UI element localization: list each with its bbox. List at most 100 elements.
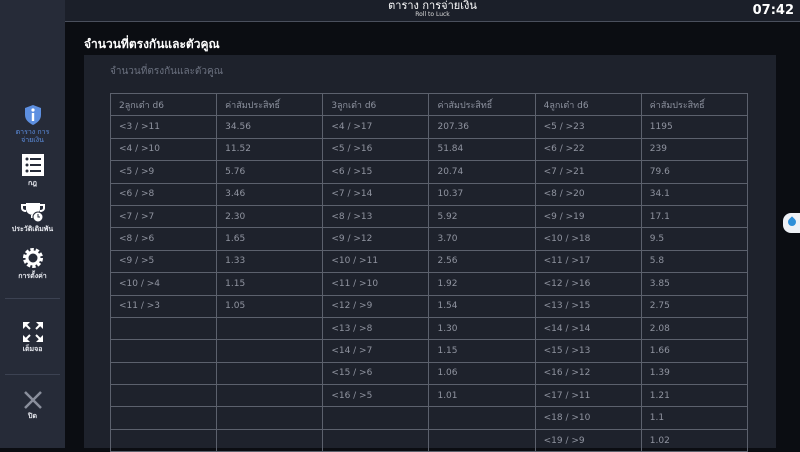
sidebar-item-fullscreen[interactable]: เต็มจอ (0, 322, 65, 355)
table-row: <14 / >7 1.15 <15 / >13 1.66 (109, 339, 749, 363)
table-cell (216, 361, 324, 386)
table-cell: <7 / >7 (109, 204, 218, 229)
table-cell (109, 316, 218, 341)
sidebar: ตาราง การจ่ายเงิน กฎ ประวัติเดิมพัน การต… (0, 0, 65, 448)
paytable-panel: จำนวนที่ตรงกันและตัวคูณ 2ลูกเต๋า d6 ค่าสั… (84, 55, 776, 452)
info-shield-icon (24, 105, 41, 125)
sidebar-item-paytable[interactable]: ตาราง การจ่ายเงิน (0, 104, 65, 144)
table-cell (216, 316, 324, 341)
table-cell: 20.74 (428, 160, 536, 184)
table-cell: <7 / >14 (322, 182, 430, 206)
column-header: ค่าสัมประสิทธิ์ (428, 92, 536, 117)
table-cell: <15 / >13 (534, 339, 642, 363)
table-row: <8 / >6 1.65 <9 / >12 3.70 <10 / >18 9.5 (109, 227, 749, 251)
table-cell: <15 / >6 (322, 361, 430, 386)
table-cell: 1.01 (428, 384, 536, 408)
sidebar-item-settings[interactable]: การตั้งค่า (0, 247, 65, 282)
table-cell: <5 / >9 (109, 160, 218, 184)
table-cell (109, 361, 218, 386)
table-cell: 207.36 (428, 115, 536, 139)
column-header: 4ลูกเต๋า d6 (534, 92, 642, 117)
table-cell: 34.1 (640, 182, 749, 206)
fullscreen-icon (22, 322, 43, 342)
table-cell: 11.52 (216, 137, 324, 162)
table-cell: 239 (640, 137, 749, 162)
table-cell: <9 / >12 (322, 227, 430, 251)
table-cell: 2.75 (640, 294, 749, 318)
table-cell: <13 / >15 (534, 294, 642, 318)
table-cell: 3.70 (428, 227, 536, 251)
sidebar-item-label: ตาราง การจ่ายเงิน (15, 128, 50, 144)
table-cell: 1.06 (428, 361, 536, 386)
column-header: ค่าสัมประสิทธิ์ (216, 92, 324, 117)
table-cell: 9.5 (640, 227, 749, 251)
table-cell (109, 428, 218, 452)
table-cell: 1195 (640, 115, 749, 139)
column-header: 2ลูกเต๋า d6 (109, 92, 218, 117)
sidebar-item-label: ประวัติเดิมพัน (11, 225, 54, 233)
table-cell: <12 / >9 (322, 294, 430, 318)
list-icon (21, 154, 44, 176)
table-cell: <14 / >14 (534, 316, 642, 341)
sidebar-item-rules[interactable]: กฎ (0, 154, 65, 189)
table-cell: <9 / >19 (534, 204, 642, 229)
table-cell: <5 / >23 (534, 115, 642, 139)
column-header: ค่าสัมประสิทธิ์ (640, 92, 749, 117)
trophy-clock-icon (20, 203, 45, 222)
table-cell: 1.65 (216, 227, 324, 251)
table-row: <11 / >3 1.05 <12 / >9 1.54 <13 / >15 2.75 (109, 294, 749, 318)
table-cell (216, 428, 324, 452)
sidebar-item-close[interactable]: ปิด (0, 391, 65, 422)
table-cell: <10 / >18 (534, 227, 642, 251)
table-cell: <10 / >4 (109, 272, 218, 296)
table-cell: 3.85 (640, 272, 749, 296)
table-cell: 1.15 (428, 339, 536, 363)
table-cell: 34.56 (216, 115, 324, 139)
table-cell: <4 / >17 (322, 115, 430, 139)
table-cell (322, 406, 430, 430)
table-cell: <12 / >16 (534, 272, 642, 296)
table-cell: <5 / >16 (322, 137, 430, 162)
divider (5, 298, 60, 299)
paytable: 2ลูกเต๋า d6 ค่าสัมประสิทธิ์ 3ลูกเต๋า d6 ค่า… (109, 92, 749, 452)
table-row: <15 / >6 1.06 <16 / >12 1.39 (109, 361, 749, 386)
table-cell: <3 / >11 (109, 115, 218, 139)
table-row: <18 / >10 1.1 (109, 406, 749, 430)
table-cell: 1.15 (216, 272, 324, 296)
table-cell: <10 / >11 (322, 249, 430, 274)
game-name: Roll to Luck (415, 11, 450, 18)
table-cell: <19 / >9 (534, 428, 642, 452)
drop-icon (786, 216, 798, 228)
table-cell: 1.33 (216, 249, 324, 274)
table-cell: <13 / >8 (322, 316, 430, 341)
sidebar-item-bet-history[interactable]: ประวัติเดิมพัน (0, 202, 65, 235)
table-cell (109, 339, 218, 363)
table-cell: 1.02 (640, 428, 749, 452)
table-row: <3 / >11 34.56 <4 / >17 207.36 <5 / >23 1195 (109, 115, 749, 139)
table-cell (216, 406, 324, 430)
table-cell: 1.92 (428, 272, 536, 296)
floating-widget-button[interactable] (783, 213, 800, 233)
table-cell: 2.30 (216, 204, 324, 229)
divider (5, 374, 60, 375)
table-cell: 1.54 (428, 294, 536, 318)
table-cell (216, 384, 324, 408)
table-cell: <11 / >10 (322, 272, 430, 296)
table-row: <10 / >4 1.15 <11 / >10 1.92 <12 / >16 3.85 (109, 272, 749, 296)
table-cell: <7 / >21 (534, 160, 642, 184)
table-row: <6 / >8 3.46 <7 / >14 10.37 <8 / >20 34.1 (109, 182, 749, 206)
table-cell (109, 384, 218, 408)
table-cell: 5.92 (428, 204, 536, 229)
table-row: <19 / >9 1.02 (109, 428, 749, 452)
table-cell: 2.56 (428, 249, 536, 274)
table-cell: <11 / >3 (109, 294, 218, 318)
table-cell: <4 / >10 (109, 137, 218, 162)
clock: 07:42 (752, 3, 794, 18)
table-cell: 1.1 (640, 406, 749, 430)
table-cell: 1.30 (428, 316, 536, 341)
table-cell: 3.46 (216, 182, 324, 206)
table-cell: 1.05 (216, 294, 324, 318)
table-cell: 10.37 (428, 182, 536, 206)
table-cell: <16 / >5 (322, 384, 430, 408)
table-cell: <14 / >7 (322, 339, 430, 363)
